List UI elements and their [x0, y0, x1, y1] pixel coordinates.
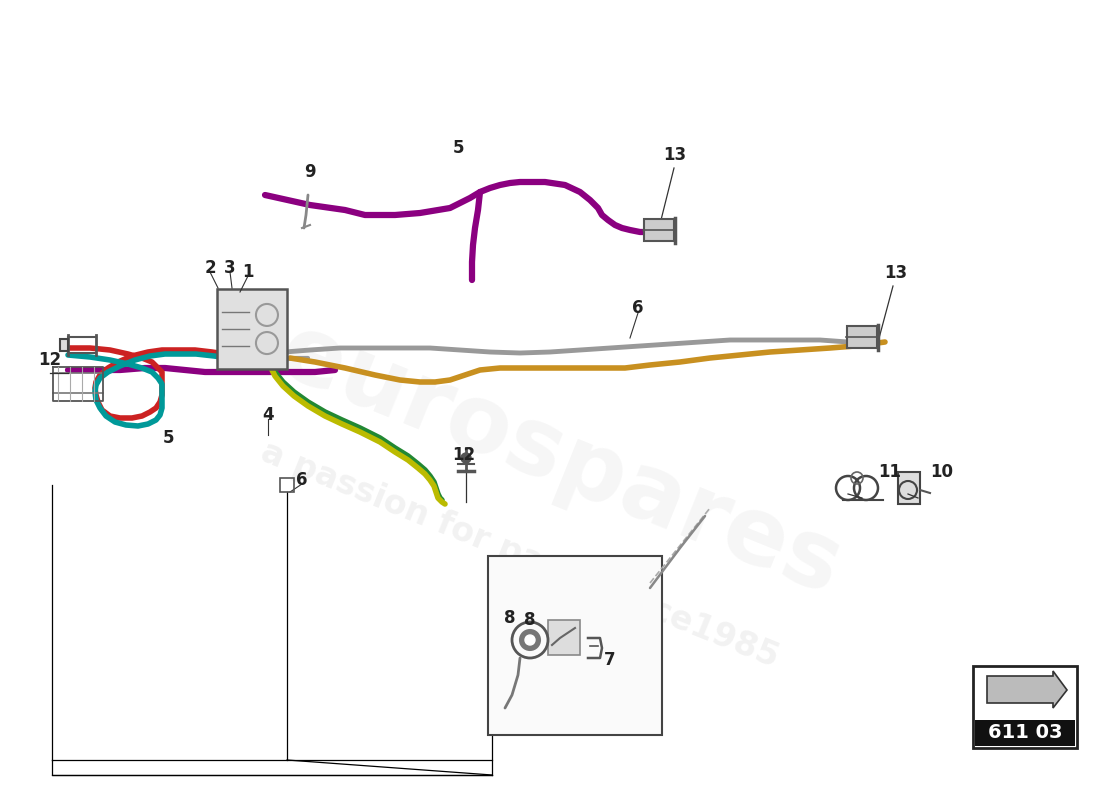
Text: 13: 13 — [884, 264, 908, 282]
FancyBboxPatch shape — [644, 219, 674, 241]
Text: 7: 7 — [604, 651, 616, 669]
Text: 4: 4 — [262, 406, 274, 424]
Circle shape — [461, 453, 471, 463]
Text: 13: 13 — [663, 146, 686, 164]
Text: 5: 5 — [163, 429, 174, 447]
Bar — [548, 620, 580, 655]
Text: 9: 9 — [305, 163, 316, 181]
Bar — [60, 339, 68, 351]
Polygon shape — [987, 671, 1067, 708]
Text: 12: 12 — [39, 351, 62, 369]
Text: 11: 11 — [879, 463, 902, 481]
Text: 2: 2 — [205, 259, 216, 277]
Text: 8: 8 — [504, 609, 516, 627]
FancyBboxPatch shape — [217, 289, 287, 369]
Text: a passion for parts since1985: a passion for parts since1985 — [256, 436, 784, 674]
Circle shape — [525, 635, 535, 645]
Text: 12: 12 — [452, 446, 475, 464]
Bar — [280, 478, 294, 492]
Text: 6: 6 — [296, 471, 308, 489]
Bar — [898, 472, 920, 504]
Text: 611 03: 611 03 — [988, 723, 1063, 742]
Text: 1: 1 — [242, 263, 254, 281]
Text: 5: 5 — [452, 139, 464, 157]
FancyBboxPatch shape — [488, 556, 662, 735]
Circle shape — [520, 630, 540, 650]
Text: 6: 6 — [632, 299, 644, 317]
Text: eurospares: eurospares — [266, 306, 855, 614]
Bar — [975, 720, 1075, 746]
FancyBboxPatch shape — [847, 326, 877, 348]
Text: 10: 10 — [931, 463, 954, 481]
Text: 8: 8 — [525, 611, 536, 629]
Text: 3: 3 — [224, 259, 235, 277]
FancyBboxPatch shape — [974, 666, 1077, 748]
